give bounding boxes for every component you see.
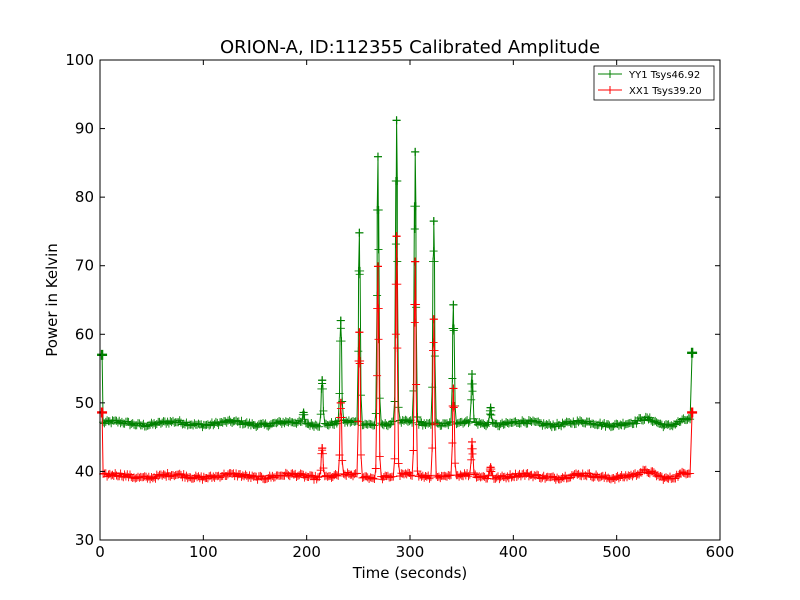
peak-point: [429, 217, 438, 226]
y-tick-label: 60: [75, 325, 94, 343]
peak-point: [355, 228, 364, 237]
x-tick-label: 100: [189, 543, 218, 561]
legend-box: [593, 65, 715, 101]
peak-point: [449, 300, 458, 309]
x-tick-label: 400: [499, 543, 528, 561]
series-1: [97, 232, 698, 484]
peak-point: [392, 116, 401, 125]
y-tick-label: 30: [75, 531, 94, 549]
x-tick-label: 500: [602, 543, 631, 561]
peak-point: [449, 384, 458, 393]
x-tick-label: 600: [706, 543, 735, 561]
peak-point: [336, 398, 345, 407]
legend-label-yy1: YY1 Tsys46.92: [628, 70, 700, 81]
y-axis-label: Power in Kelvin: [43, 243, 61, 357]
peak-point: [468, 370, 476, 379]
peak-point: [411, 257, 420, 266]
x-tick-label: 0: [95, 543, 105, 561]
peak-point: [355, 328, 364, 337]
legend-marker-yy1: [606, 70, 614, 78]
peak-point: [318, 444, 327, 453]
y-tick-label: 90: [75, 120, 94, 138]
y-tick-label: 50: [75, 394, 94, 412]
peak-point: [468, 437, 476, 446]
peak-point: [486, 463, 495, 472]
plot-frame: [99, 59, 721, 541]
x-axis-label: Time (seconds): [352, 564, 468, 582]
endpoint-point: [97, 407, 108, 418]
peak-point: [299, 408, 308, 417]
endpoint-point: [687, 347, 698, 358]
peak-point: [486, 403, 495, 412]
peak-point: [411, 147, 420, 156]
legend: YY1 Tsys46.92 XX1 Tsys39.20: [593, 65, 715, 101]
peak-point: [318, 376, 327, 385]
legend-marker-xx1: [606, 86, 614, 94]
legend-label-xx1: XX1 Tsys39.20: [629, 86, 702, 97]
series-0: [97, 116, 698, 432]
peak-point: [373, 262, 382, 271]
x-tick-label: 200: [292, 543, 321, 561]
chart-title: ORION-A, ID:112355 Calibrated Amplitude: [220, 37, 600, 58]
peak-point: [336, 316, 345, 325]
peak-point: [392, 232, 401, 241]
y-tick-label: 70: [75, 257, 94, 275]
y-tick-label: 40: [75, 462, 94, 480]
y-tick-label: 80: [75, 188, 94, 206]
series-line: [101, 236, 693, 482]
peak-point: [429, 315, 438, 324]
y-tick-label: 100: [65, 51, 94, 69]
endpoint-point: [97, 349, 108, 360]
x-tick-label: 300: [396, 543, 425, 561]
peak-point: [373, 152, 382, 161]
endpoint-point: [687, 407, 698, 418]
